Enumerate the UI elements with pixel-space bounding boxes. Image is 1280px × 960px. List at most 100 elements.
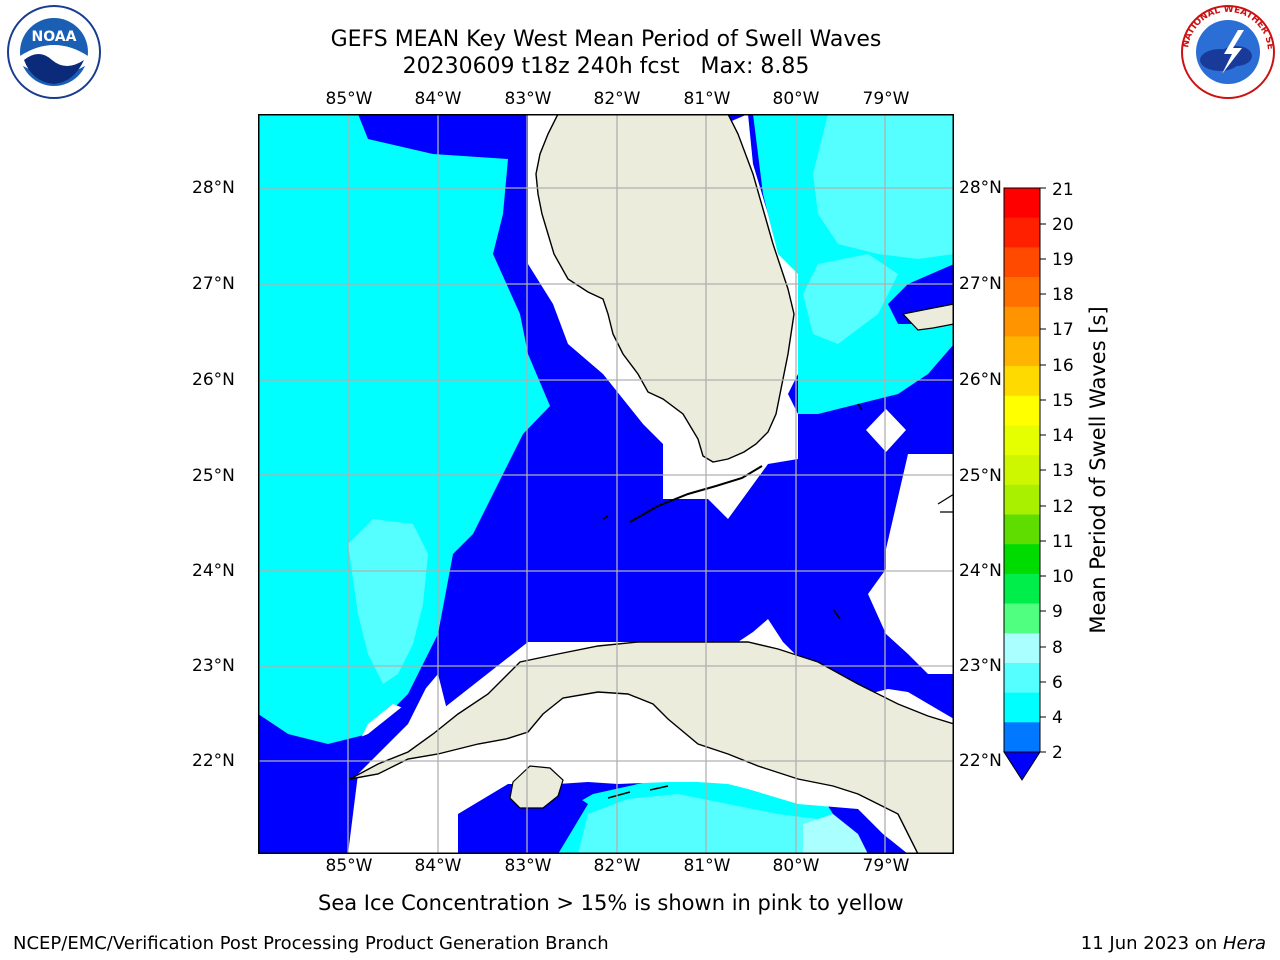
footer-date: 11 Jun 2023 on Hera [1081,933,1266,954]
noaa-logo: NOAA [7,5,101,99]
colorbar-tick-label: 12 [1052,497,1074,517]
isla-de-la-juventud [509,765,564,809]
footer-branch: NCEP/EMC/Verification Post Processing Pr… [13,933,609,954]
nws-logo: NATIONAL WEATHER SERVICE [1178,4,1275,99]
colorbar [1003,187,1046,781]
colorbar-tick-label: 4 [1052,708,1063,728]
map-frame [258,114,954,854]
lat-label-left: 22°N [192,751,235,771]
chart-title: GEFS MEAN Key West Mean Period of Swell … [0,26,1212,80]
florida-land [535,114,795,463]
colorbar-tick-label: 19 [1052,250,1074,270]
colorbar-band [1004,544,1040,575]
swell-region-8-9 [803,814,868,854]
masked-area [866,409,906,452]
swell-region-6-8 [348,519,428,684]
title-line-1: GEFS MEAN Key West Mean Period of Swell … [330,27,882,52]
colorbar-band [1004,425,1040,456]
map-panel [258,114,954,854]
lon-label-bottom: 81°W [683,856,731,876]
swell-region-2-4 [458,784,588,854]
lat-label-left: 27°N [192,274,235,294]
lon-label-top: 80°W [772,89,820,109]
lon-label-bottom: 83°W [504,856,552,876]
lon-label-top: 79°W [862,89,910,109]
colorbar-band [1004,366,1040,397]
colorbar-bands [1004,188,1040,753]
colorbar-band [1004,277,1040,308]
lon-label-top: 85°W [325,89,373,109]
lat-label-left: 28°N [192,178,235,198]
colorbar-tick-label: 2 [1052,743,1063,763]
lat-label-right: 27°N [959,274,1002,294]
cuba-land [349,641,954,854]
lat-label-left: 23°N [192,656,235,676]
swell-region-4-6 [258,114,550,744]
colorbar-band [1004,722,1040,753]
colorbar-tick-label: 15 [1052,391,1074,411]
lon-label-bottom: 85°W [325,856,373,876]
lat-label-right: 24°N [959,561,1002,581]
colorbar-tick-label: 17 [1052,320,1074,340]
title-line-2: 20230609 t18z 240h fcst Max: 8.85 [402,54,810,79]
colorbar-band [1004,455,1040,486]
lat-label-left: 26°N [192,370,235,390]
masked-area [348,780,438,854]
footer-date-text: 11 Jun 2023 on [1080,933,1223,954]
colorbar-band [1004,484,1040,516]
lat-label-right: 26°N [959,370,1002,390]
lat-label-left: 24°N [192,561,235,581]
lat-label-right: 23°N [959,656,1002,676]
lat-label-right: 28°N [959,178,1002,198]
swell-region-6-8 [578,794,848,854]
colorbar-tick-label: 11 [1052,532,1074,552]
lon-label-top: 83°W [504,89,552,109]
colorbar-band [1004,188,1040,219]
swell-region-4-6 [258,514,318,624]
colorbar-label: Mean Period of Swell Waves [s] [1086,306,1110,634]
florida-keys [629,465,763,523]
colorbar-tick-label: 18 [1052,285,1074,305]
swell-region-6-8 [813,114,954,259]
colorbar-band [1004,603,1040,634]
colorbar-band [1004,395,1040,426]
lon-label-top: 81°W [683,89,731,109]
florida-keys [602,515,609,520]
colorbar-tick-label: 9 [1052,602,1063,622]
bahamas [832,403,863,620]
lon-label-top: 84°W [414,89,462,109]
footer-host: Hera [1222,933,1266,954]
gridlines [258,114,954,854]
colorbar-band [1004,306,1040,337]
noaa-logo-text: NOAA [32,29,77,45]
lon-label-bottom: 79°W [862,856,910,876]
colorbar-band [1004,573,1040,605]
colorbar-tick-label: 8 [1052,638,1063,658]
colorbar-tick-label: 20 [1052,215,1074,235]
lon-label-bottom: 80°W [772,856,820,876]
swell-region-6-8 [803,254,898,344]
lon-label-bottom: 82°W [593,856,641,876]
lon-label-top: 82°W [593,89,641,109]
colorbar-tick-label: 21 [1052,180,1074,200]
colorbar-tick-label: 13 [1052,461,1074,481]
colorbar-band [1004,336,1040,367]
colorbar-band [1004,247,1040,278]
bahamas [937,493,954,513]
lat-label-right: 22°N [959,751,1002,771]
bahamas [901,303,954,331]
colorbar-tick-label: 10 [1052,567,1074,587]
masked-area [868,454,954,674]
colorbar-tick-label: 16 [1052,356,1074,376]
lat-label-right: 25°N [959,466,1002,486]
colorbar-band [1004,633,1040,664]
colorbar-tick-label: 6 [1052,673,1063,693]
lat-label-left: 25°N [192,466,235,486]
colorbar-band [1004,662,1040,694]
sea-ice-note: Sea Ice Concentration > 15% is shown in … [318,891,904,915]
colorbar-extend-arrow [1003,751,1041,781]
swell-region-2-4 [258,674,433,854]
colorbar-band [1004,514,1040,545]
caribbean-islets [607,785,669,799]
colorbar-ticks [1040,187,1046,753]
